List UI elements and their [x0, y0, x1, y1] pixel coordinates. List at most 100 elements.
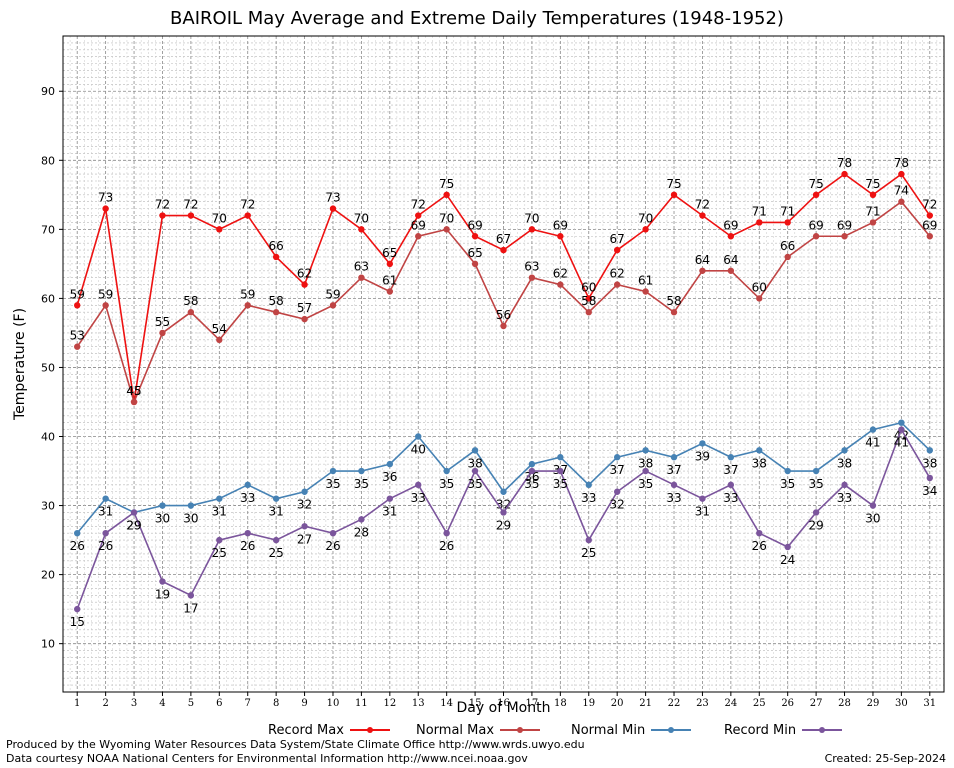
data-label-normal-max: 58	[666, 294, 681, 308]
data-label-normal-max: 60	[752, 280, 767, 294]
data-point-record-min	[613, 488, 621, 495]
data-label-record-max: 73	[325, 191, 340, 205]
legend-swatch-record-min	[802, 727, 843, 733]
legend-label-record-min: Record Min	[724, 722, 797, 738]
y-tick-label: 20	[41, 569, 55, 582]
x-tick-label: 30	[895, 698, 908, 709]
data-label-normal-max: 58	[581, 294, 596, 308]
x-tick-label: 29	[867, 698, 880, 709]
data-point-normal-min	[528, 460, 536, 468]
data-point-record-max	[784, 219, 791, 226]
data-label-normal-min: 35	[808, 477, 823, 491]
data-label-normal-max: 69	[411, 218, 426, 232]
data-point-normal-min	[386, 460, 394, 468]
data-point-normal-min	[187, 502, 195, 509]
data-label-normal-min: 37	[666, 463, 681, 477]
x-tick-label: 11	[355, 698, 368, 709]
footer-courtesy: Data courtesy NOAA National Centers for …	[6, 752, 528, 765]
x-tick-label: 17	[526, 698, 539, 709]
x-tick-label: 3	[131, 698, 137, 709]
x-tick-label: 1	[74, 698, 80, 709]
data-label-record-min: 29	[808, 518, 823, 532]
data-label-record-min: 33	[666, 491, 681, 505]
data-label-normal-min: 30	[183, 512, 198, 526]
footer-produced: Produced by the Wyoming Water Resources …	[6, 738, 585, 751]
data-point-record-max	[670, 191, 678, 199]
data-point-normal-max	[102, 302, 109, 309]
data-label-normal-min: 35	[354, 477, 369, 491]
data-label-record-min: 19	[155, 588, 170, 602]
data-label-normal-max: 61	[382, 273, 397, 287]
data-point-normal-max	[301, 315, 308, 323]
x-tick-label: 22	[668, 698, 681, 709]
data-label-record-max: 69	[553, 218, 568, 232]
data-point-record-min	[216, 536, 223, 544]
data-point-normal-max	[613, 281, 621, 288]
data-label-record-max: 72	[155, 198, 170, 212]
data-point-normal-min	[756, 447, 763, 454]
y-axis-label: Temperature (F)	[12, 308, 28, 421]
data-label-record-min: 32	[610, 498, 625, 512]
data-point-normal-min	[727, 454, 735, 461]
data-label-normal-max: 66	[780, 239, 795, 253]
data-label-normal-min: 37	[723, 463, 738, 477]
data-point-normal-min	[784, 467, 791, 475]
data-label-record-max: 69	[723, 218, 738, 232]
data-label-record-min: 29	[126, 518, 141, 532]
data-label-normal-min: 38	[638, 456, 653, 470]
data-point-normal-min	[102, 495, 109, 502]
data-point-record-max	[74, 302, 81, 309]
data-label-record-max: 65	[382, 246, 397, 260]
y-tick-label: 70	[41, 223, 55, 236]
data-label-record-min: 35	[467, 477, 482, 491]
data-label-record-min: 26	[752, 539, 767, 553]
data-point-normal-min	[358, 467, 365, 475]
data-point-record-min	[585, 536, 592, 544]
data-point-record-min	[471, 467, 479, 475]
legend-item-normal-max: Normal Max	[416, 721, 541, 739]
x-tick-label: 15	[469, 698, 482, 709]
data-point-normal-max	[926, 233, 933, 240]
data-label-record-max: 72	[183, 198, 198, 212]
data-point-normal-max	[187, 309, 195, 316]
x-tick-label: 18	[554, 698, 567, 709]
data-point-normal-max	[272, 309, 280, 316]
data-label-normal-max: 55	[155, 315, 170, 329]
data-label-record-min: 25	[212, 546, 227, 560]
x-tick-label: 21	[639, 698, 652, 709]
data-point-normal-min	[841, 447, 848, 454]
data-label-normal-min: 39	[695, 449, 710, 463]
data-point-record-max	[216, 226, 223, 233]
x-tick-label: 25	[753, 698, 766, 709]
data-point-normal-min	[500, 488, 507, 495]
data-point-record-max	[756, 219, 763, 226]
y-tick-label: 10	[41, 638, 55, 651]
data-label-normal-min: 37	[610, 463, 625, 477]
data-label-normal-max: 54	[212, 322, 227, 336]
data-point-record-min	[784, 543, 791, 551]
data-label-record-min: 27	[297, 532, 312, 546]
data-point-record-min	[415, 481, 422, 489]
data-label-record-min: 31	[382, 505, 397, 519]
data-label-record-max: 67	[610, 232, 625, 246]
data-point-record-min	[841, 481, 848, 489]
data-point-record-max	[926, 212, 933, 219]
data-label-record-max: 72	[411, 198, 426, 212]
data-point-normal-max	[869, 219, 877, 226]
data-label-record-min: 25	[581, 546, 596, 560]
data-point-record-max	[528, 226, 536, 233]
data-point-record-min	[557, 467, 564, 475]
y-tick-label: 30	[41, 500, 55, 513]
data-point-record-min	[358, 516, 365, 523]
data-point-record-max	[699, 212, 706, 219]
y-tick-label: 90	[41, 85, 55, 98]
data-label-record-max: 71	[780, 204, 795, 218]
data-label-normal-min: 40	[411, 443, 426, 457]
data-label-record-min: 33	[837, 491, 852, 505]
data-point-normal-min	[613, 454, 621, 461]
data-label-record-min: 28	[354, 525, 369, 539]
data-label-record-max: 75	[808, 177, 823, 191]
data-point-normal-max	[642, 288, 649, 295]
data-point-record-max	[159, 212, 166, 219]
data-point-normal-max	[784, 253, 791, 261]
